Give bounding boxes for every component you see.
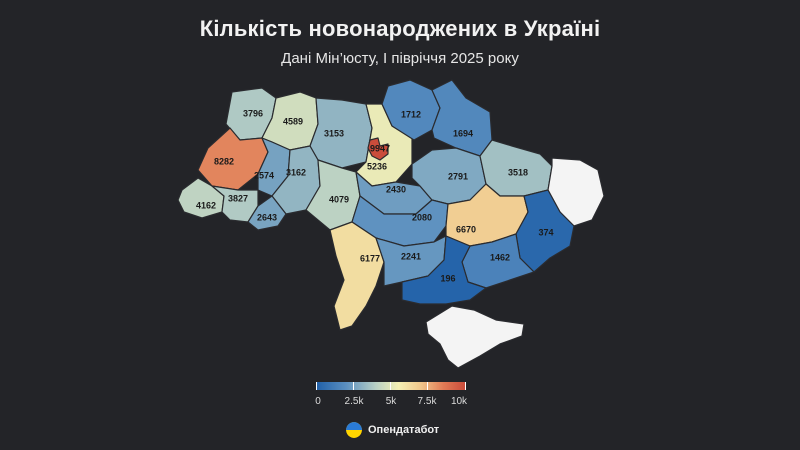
- label-ivano-frankivsk: 3827: [228, 193, 248, 203]
- label-poltava: 2791: [448, 171, 468, 181]
- scale-tick-label-3: 7.5k: [417, 396, 437, 407]
- label-odesa: 6177: [360, 253, 380, 263]
- scale-tick-label-2: 5k: [385, 396, 397, 407]
- scale-tick: [316, 382, 317, 390]
- color-scale-bar: [316, 382, 466, 390]
- region-odesa[interactable]: [329, 221, 385, 331]
- label-ternopil: 2574: [254, 170, 274, 180]
- scale-tick: [353, 382, 354, 390]
- label-zhytomyr: 3153: [324, 128, 344, 138]
- scale-tick-label-0: 0: [315, 396, 321, 407]
- label-mykolaiv: 2241: [401, 251, 421, 261]
- page-subtitle: Дані Мін’юсту, І півріччя 2025 року: [281, 50, 519, 67]
- scale-tick-label-4: 10k: [450, 396, 468, 407]
- label-kharkiv: 3518: [508, 167, 528, 177]
- label-lviv: 8282: [214, 156, 234, 166]
- region-luhansk[interactable]: [547, 157, 605, 227]
- opendatabot-logo-icon: [346, 422, 362, 438]
- label-kyiv-city: 9947: [370, 143, 390, 153]
- label-vinnytsia: 4079: [329, 194, 349, 204]
- region-sumy[interactable]: [431, 79, 493, 157]
- label-cherkasy: 2430: [386, 184, 406, 194]
- scale-tick-label-1: 2.5k: [344, 396, 364, 407]
- region-crimea[interactable]: [425, 305, 525, 369]
- label-chernihiv: 1712: [401, 109, 421, 119]
- region-zhytomyr[interactable]: [309, 97, 373, 169]
- scale-tick: [427, 382, 428, 390]
- brand: Опендатабот: [346, 421, 439, 439]
- color-scale-legend: 0 2.5k 5k 7.5k 10k: [315, 382, 468, 422]
- label-zakarpattia: 4162: [196, 200, 216, 210]
- label-sumy: 1694: [453, 128, 473, 138]
- region-donetsk[interactable]: [515, 189, 575, 273]
- region-lviv[interactable]: [197, 127, 269, 191]
- scale-tick: [390, 382, 391, 390]
- brand-name: Опендатабот: [368, 424, 440, 436]
- label-rivne: 4589: [283, 116, 303, 126]
- label-dnipro: 6670: [456, 224, 476, 234]
- label-volyn: 3796: [243, 108, 263, 118]
- label-chernivtsi: 2643: [257, 212, 277, 222]
- region-chernivtsi[interactable]: [247, 195, 287, 231]
- region-kherson[interactable]: [401, 235, 487, 305]
- map-value-labels: 3796 4589 3153 1712 1694 8282 9947 5236 …: [196, 108, 554, 283]
- page-title: Кількість новонароджених в Україні: [199, 16, 601, 41]
- label-zaporizhzhia: 1462: [490, 252, 510, 262]
- label-khmelnytskyi: 3162: [286, 167, 306, 177]
- label-kyiv-oblast: 5236: [367, 161, 387, 171]
- region-kyiv-city[interactable]: [367, 137, 389, 161]
- label-kherson: 196: [440, 273, 455, 283]
- scale-tick: [465, 382, 466, 390]
- label-donetsk: 374: [538, 227, 553, 237]
- label-kirovohrad: 2080: [412, 212, 432, 222]
